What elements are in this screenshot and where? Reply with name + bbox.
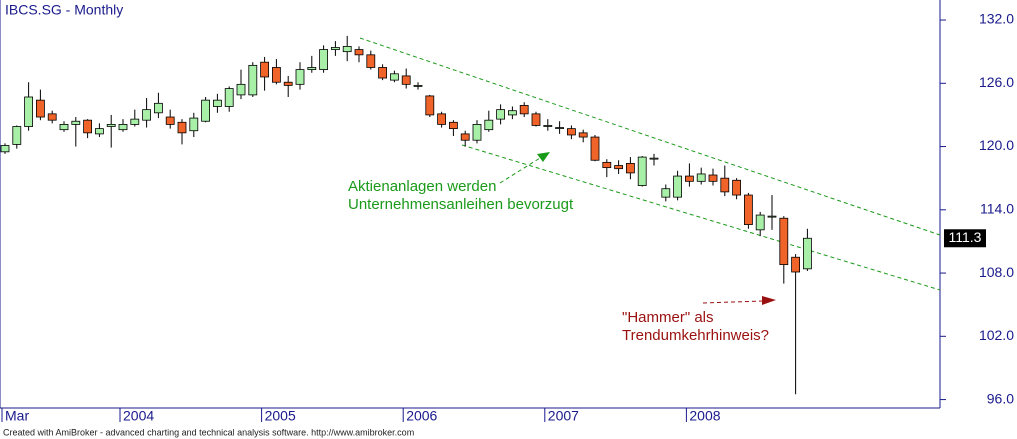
x-tick-label: Mar (5, 408, 29, 424)
annotation-arrow (702, 300, 764, 304)
candle-body (484, 119, 494, 131)
annotation: Unternehmensanleihen bevorzugt (348, 196, 574, 213)
candle-body (472, 124, 482, 141)
x-tick-label: 2005 (265, 408, 296, 424)
candle-body (24, 96, 34, 127)
candle-body (106, 124, 116, 127)
candle-body (507, 110, 517, 116)
y-tick-label: 126.0 (979, 74, 1014, 90)
candle-body (555, 127, 564, 129)
candle-body (708, 174, 718, 182)
candle-body (590, 136, 600, 161)
chart-title: IBCS.SG - Monthly (5, 2, 123, 18)
candle-body (36, 99, 45, 118)
candle-body (236, 83, 246, 96)
y-tick-label: 102.0 (979, 327, 1014, 343)
y-tick-label: 96.0 (987, 390, 1014, 406)
annotation: Aktienanlagen werden (348, 178, 496, 195)
candle-body (460, 133, 470, 141)
candle-body (578, 132, 588, 138)
candle-body (767, 215, 777, 218)
candle-body (189, 117, 199, 132)
candle-body (519, 105, 529, 115)
candle-body (248, 64, 258, 96)
candle-body (378, 67, 388, 79)
candle-body (224, 88, 234, 107)
candle-body (295, 69, 305, 85)
candle-body (283, 81, 293, 86)
candle-body (118, 124, 128, 131)
x-tick-label: 2004 (123, 408, 154, 424)
candle-body (177, 121, 187, 134)
candle-body (614, 165, 623, 170)
candle-body (567, 128, 576, 136)
candle-body (83, 119, 92, 134)
candle-body (47, 113, 57, 121)
trend-line-lower (461, 144, 941, 291)
candle-body (71, 120, 81, 125)
x-tick-label: 2007 (548, 408, 579, 424)
candle-body (342, 45, 352, 53)
candle-body (165, 116, 175, 125)
candle-body (271, 67, 281, 83)
candle-body (142, 109, 152, 121)
candle-body (803, 237, 812, 270)
candle-body (602, 161, 612, 169)
candle-body (661, 188, 671, 198)
candle-body (319, 49, 329, 70)
candle-body (496, 109, 506, 120)
candle-body (649, 157, 659, 160)
y-tick-label: 120.0 (979, 137, 1014, 153)
y-tick-label: 108.0 (979, 264, 1014, 280)
candle-body (354, 49, 364, 56)
annotation: Trendumkehrhinweis? (622, 327, 769, 344)
candle-body (626, 163, 635, 174)
candle-body (543, 125, 553, 127)
x-tick-label: 2008 (689, 408, 720, 424)
last-price-label: 111.3 (949, 229, 982, 245)
candle-body (130, 118, 140, 125)
candle-body (330, 47, 340, 50)
candle-body (413, 84, 423, 87)
footer: Created with AmiBroker - advanced charti… (3, 427, 414, 437)
candle-body (260, 61, 270, 78)
candle-body (673, 175, 682, 198)
candle-body (720, 177, 730, 193)
candle-body (791, 256, 800, 273)
candle-body (437, 113, 447, 125)
candle-body (12, 126, 22, 145)
candle-body (779, 217, 789, 266)
candle-body (212, 99, 222, 107)
candle-body (448, 121, 458, 130)
candle-body (401, 75, 411, 85)
candle-body (153, 102, 163, 114)
candle-body (696, 173, 706, 182)
y-tick-label: 114.0 (980, 201, 1014, 217)
annotation-arrowhead (762, 296, 776, 305)
candle-body (0, 145, 10, 153)
candle-body (531, 113, 541, 126)
y-tick-label: 132.0 (979, 11, 1014, 27)
x-tick-label: 2006 (406, 408, 437, 424)
candle-body (685, 175, 694, 182)
last-price-box (944, 229, 986, 248)
candle-body (755, 214, 765, 231)
candle-body (307, 67, 317, 70)
candle-body (637, 156, 647, 186)
candle-body (389, 73, 399, 81)
candle-body (744, 194, 753, 225)
candle-body (95, 128, 104, 135)
annotation-arrowhead (537, 152, 550, 162)
candle-body (201, 99, 211, 122)
candle-body (732, 179, 741, 196)
annotation-arrow (499, 157, 541, 184)
candle-body (59, 124, 69, 131)
candle-body (366, 54, 376, 68)
annotation: "Hammer" als (622, 309, 714, 326)
candle-body (425, 95, 435, 116)
